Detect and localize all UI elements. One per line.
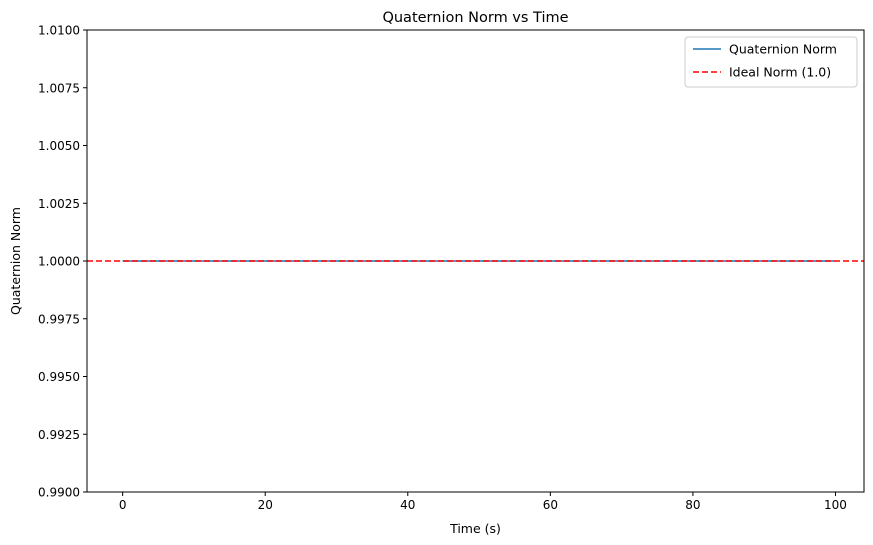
x-tick-label: 60 bbox=[543, 498, 558, 512]
x-tick-label: 0 bbox=[119, 498, 127, 512]
y-tick-label: 0.9925 bbox=[38, 428, 80, 442]
y-tick-label: 0.9950 bbox=[38, 370, 80, 384]
x-tick-label: 40 bbox=[400, 498, 415, 512]
y-tick-label: 0.9975 bbox=[38, 312, 80, 326]
legend-box bbox=[684, 36, 858, 88]
x-axis-label: Time (s) bbox=[449, 521, 501, 536]
y-axis-label: Quaternion Norm bbox=[8, 207, 23, 315]
y-tick-label: 1.0075 bbox=[38, 81, 80, 95]
y-tick-label: 1.0100 bbox=[38, 24, 80, 38]
y-tick-label: 1.0050 bbox=[38, 139, 80, 153]
x-tick-label: 100 bbox=[824, 498, 847, 512]
y-tick-label: 1.0000 bbox=[38, 255, 80, 269]
y-tick-label: 1.0025 bbox=[38, 197, 80, 211]
y-tick-label: 0.9900 bbox=[38, 486, 80, 500]
chart-title: Quaternion Norm vs Time bbox=[382, 10, 568, 26]
legend-label: Quaternion Norm bbox=[729, 42, 837, 57]
x-tick-label: 20 bbox=[258, 498, 273, 512]
x-tick-label: 80 bbox=[685, 498, 700, 512]
legend-label: Ideal Norm (1.0) bbox=[729, 65, 831, 80]
